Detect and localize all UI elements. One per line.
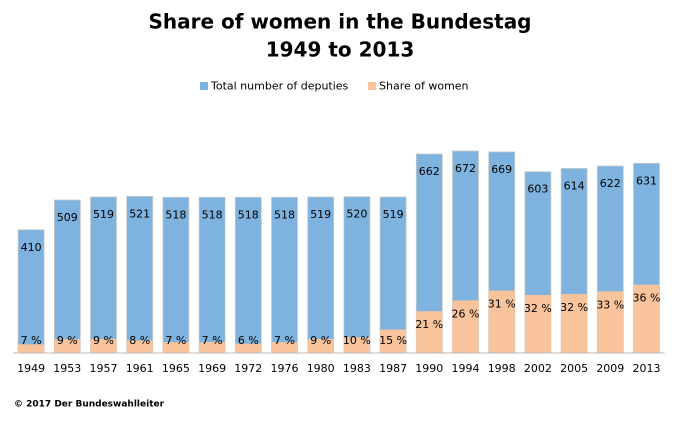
x-tick-label: 1976 [271, 362, 299, 375]
value-label: 520 [346, 208, 367, 221]
bar [90, 338, 117, 353]
x-tick-label: 2005 [560, 362, 588, 375]
bar [126, 340, 153, 353]
x-tick-label: 1998 [488, 362, 516, 375]
value-label: 518 [274, 208, 295, 221]
bar [307, 196, 335, 354]
value-label: 603 [527, 183, 548, 196]
x-tick-label: 2013 [633, 362, 661, 375]
value-label: 9 % [57, 334, 78, 347]
bar [343, 196, 371, 354]
value-label: 662 [419, 165, 440, 178]
legend-label: Share of women [379, 80, 469, 93]
bar [271, 342, 298, 353]
value-label: 7 % [165, 334, 186, 347]
bar [18, 344, 45, 353]
value-label: 519 [383, 208, 404, 221]
legend-swatch [368, 82, 376, 90]
bar [307, 338, 334, 353]
value-label: 519 [310, 208, 331, 221]
value-label: 669 [491, 163, 512, 176]
value-label: 36 % [633, 292, 661, 305]
x-tick-label: 2002 [524, 362, 552, 375]
x-tick-label: 1994 [452, 362, 480, 375]
x-tick-label: 1990 [415, 362, 443, 375]
bar [198, 196, 226, 354]
bar [380, 329, 407, 353]
bar [126, 195, 154, 354]
value-label: 31 % [488, 298, 516, 311]
bar [54, 339, 81, 353]
bar [234, 196, 262, 354]
bar [199, 342, 226, 353]
x-tick-label: 1983 [343, 362, 371, 375]
value-label: 8 % [129, 334, 150, 347]
value-label: 518 [238, 208, 259, 221]
value-label: 33 % [596, 298, 624, 311]
x-tick-label: 1965 [162, 362, 190, 375]
x-tick-label: 1949 [17, 362, 45, 375]
value-label: 9 % [93, 334, 114, 347]
legend-swatch [200, 82, 208, 90]
bar [162, 342, 189, 353]
bar [90, 196, 117, 354]
value-label: 7 % [202, 334, 223, 347]
value-label: 6 % [238, 334, 259, 347]
value-label: 521 [129, 207, 150, 220]
source: © 2017 Der Bundeswahlleiter [14, 400, 165, 410]
bar [53, 199, 81, 354]
value-label: 410 [21, 241, 42, 254]
x-tick-label: 1980 [307, 362, 335, 375]
value-label: 518 [202, 208, 223, 221]
x-tick-label: 1969 [198, 362, 226, 375]
value-label: 10 % [343, 334, 371, 347]
x-tick-label: 1953 [53, 362, 81, 375]
bar [524, 294, 551, 353]
bar [597, 291, 624, 353]
chart-title: Share of women in the Bundestag [148, 10, 531, 34]
x-tick-label: 1972 [234, 362, 262, 375]
bar [633, 284, 660, 353]
value-label: 672 [455, 162, 476, 175]
bar [235, 343, 262, 353]
value-label: 32 % [524, 302, 552, 315]
legend-label: Total number of deputies [210, 80, 349, 93]
value-label: 32 % [560, 301, 588, 314]
bar [162, 196, 190, 354]
x-tick-label: 2009 [596, 362, 624, 375]
value-label: 21 % [415, 318, 443, 331]
x-tick-label: 1957 [90, 362, 118, 375]
bar [452, 300, 479, 353]
value-label: 631 [636, 174, 657, 187]
value-label: 15 % [379, 334, 407, 347]
bar [416, 311, 443, 353]
value-label: 622 [600, 177, 621, 190]
value-label: 26 % [452, 307, 480, 320]
value-label: 519 [93, 208, 114, 221]
chart-subtitle: 1949 to 2013 [266, 38, 415, 62]
x-tick-label: 1961 [126, 362, 154, 375]
bar [561, 293, 588, 353]
bar [343, 337, 370, 353]
value-label: 9 % [310, 334, 331, 347]
x-tick-label: 1987 [379, 362, 407, 375]
value-label: 518 [165, 208, 186, 221]
value-label: 509 [57, 211, 78, 224]
bar [488, 290, 515, 353]
value-label: 7 % [274, 334, 295, 347]
bar [17, 229, 45, 354]
value-label: 614 [564, 179, 585, 192]
value-label: 7 % [21, 334, 42, 347]
